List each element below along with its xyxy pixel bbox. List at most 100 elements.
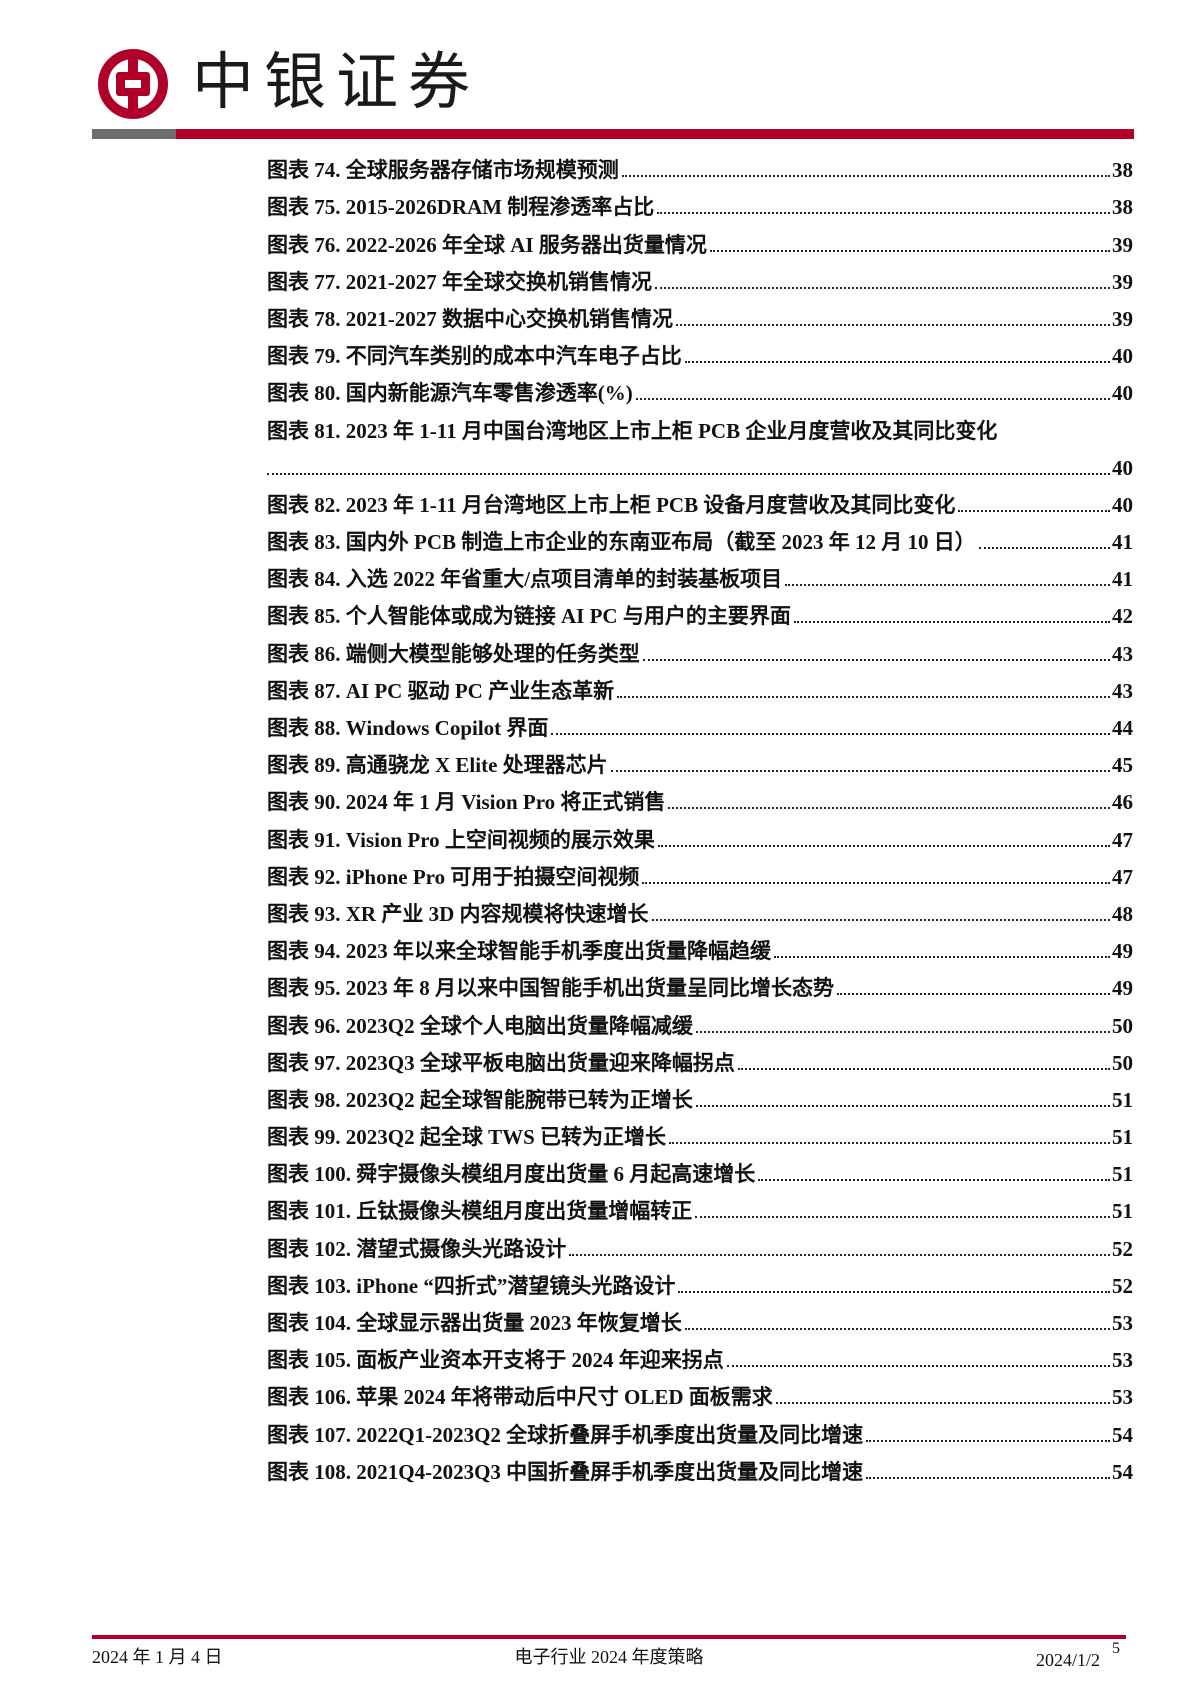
dot-leader [678,1290,1110,1293]
toc-entry[interactable]: 图表 98. 2023Q2 起全球智能腕带已转为正增长 51 [267,1076,1133,1113]
toc-entry[interactable]: 图表 95. 2023 年 8 月以来中国智能手机出货量呈同比增长态势 49 [267,964,1133,1001]
toc-entry-page: 54 [1112,1459,1133,1484]
toc-entry[interactable]: 图表 99. 2023Q2 起全球 TWS 已转为正增长 51 [267,1113,1133,1150]
toc-entry-page: 49 [1112,976,1133,1001]
toc-entry-label: 图表 80. 国内新能源汽车零售渗透率(%) [267,381,633,406]
toc-entry-label: 图表 101. 丘钛摄像头模组月度出货量增幅转正 [267,1199,693,1224]
toc-entry[interactable]: 图表 96. 2023Q2 全球个人电脑出货量降幅减缓 50 [267,1001,1133,1038]
toc-entry-page: 40 [1112,344,1133,369]
dot-leader [726,1365,1110,1368]
dot-leader [695,1216,1110,1219]
toc-entry-continuation[interactable]: 40 [267,444,1133,481]
footer-report-title: 电子行业 2024 年度策略 [514,1647,704,1667]
dot-leader [642,881,1110,884]
toc-entry-label: 图表 104. 全球显示器出货量 2023 年恢复增长 [267,1311,682,1335]
toc-entry-page: 41 [1112,530,1133,555]
brand-name: 中银证券 [192,45,481,118]
dot-leader [635,398,1110,401]
toc-entry[interactable]: 图表 94. 2023 年以来全球智能手机季度出货量降幅趋缓 49 [267,927,1133,964]
toc-entry-label: 图表 81. 2023 年 1-11 月中国台湾地区上市上柜 PCB 企业月度营… [267,418,998,443]
toc-entry[interactable]: 图表 91. Vision Pro 上空间视频的展示效果 47 [267,815,1133,852]
dot-leader [684,1328,1110,1330]
toc-entry[interactable]: 图表 92. iPhone Pro 可用于拍摄空间视频 47 [267,853,1133,890]
footer-print-date: 2024/1/2 [1036,1650,1101,1670]
toc-entry[interactable]: 图表 102. 潜望式摄像头光路设计 52 [267,1224,1133,1261]
toc-entry[interactable]: 图表 101. 丘钛摄像头模组月度出货量增幅转正 51 [267,1187,1133,1224]
header-divider-red [176,129,1134,139]
toc-entry[interactable]: 图表 81. 2023 年 1-11 月中国台湾地区上市上柜 PCB 企业月度营… [267,406,1133,443]
dot-leader [978,547,1110,550]
toc-entry[interactable]: 图表 83. 国内外 PCB 制造上市企业的东南亚布局（截至 2023 年 12… [267,518,1133,555]
toc-entry[interactable]: 图表 82. 2023 年 1-11 月台湾地区上市上柜 PCB 设备月度营收及… [267,481,1133,518]
toc-entry[interactable]: 图表 87. AI PC 驱动 PC 产业生态革新 43 [267,667,1133,704]
toc-entry-label: 图表 74. 全球服务器存储市场规模预测 [267,158,619,183]
toc-entry-page: 50 [1112,1013,1133,1038]
toc-entry-label: 图表 95. 2023 年 8 月以来中国智能手机出货量呈同比增长态势 [267,976,834,1001]
toc-entry[interactable]: 图表 100. 舜宇摄像头模组月度出货量 6 月起高速增长 51 [267,1150,1133,1187]
toc-entry[interactable]: 图表 80. 国内新能源汽车零售渗透率(%) 40 [267,369,1133,406]
toc-entry-label: 图表 103. iPhone “四折式”潜望镜头光路设计 [267,1273,676,1298]
toc-entry-label: 图表 94. 2023 年以来全球智能手机季度出货量降幅趋缓 [267,939,771,964]
toc-entry[interactable]: 图表 89. 高通骁龙 X Elite 处理器芯片 45 [267,741,1133,778]
toc-entry[interactable]: 图表 84. 入选 2022 年省重大/点项目清单的封装基板项目 41 [267,555,1133,592]
toc-entry-label: 图表 100. 舜宇摄像头模组月度出货量 6 月起高速增长 [267,1162,756,1187]
dot-leader [793,621,1110,624]
toc-entry[interactable]: 图表 88. Windows Copilot 界面 44 [267,704,1133,741]
toc-entry[interactable]: 图表 77. 2021-2027 年全球交换机销售情况 39 [267,258,1133,295]
dot-leader [737,1067,1110,1070]
toc-entry[interactable]: 图表 74. 全球服务器存储市场规模预测 38 [267,146,1133,183]
toc-entry-label: 图表 98. 2023Q2 起全球智能腕带已转为正增长 [267,1087,693,1112]
dot-leader [866,1439,1110,1442]
toc-entry[interactable]: 图表 90. 2024 年 1 月 Vision Pro 将正式销售 46 [267,778,1133,815]
toc-entry-label: 图表 90. 2024 年 1 月 Vision Pro 将正式销售 [267,790,666,815]
toc-entry-label: 图表 108. 2021Q4-2023Q3 中国折叠屏手机季度出货量及同比增速 [267,1459,864,1484]
page-number: 5 [1112,1640,1120,1657]
toc-entry[interactable]: 图表 75. 2015-2026DRAM 制程渗透率占比 38 [267,183,1133,220]
toc-entry-label: 图表 82. 2023 年 1-11 月台湾地区上市上柜 PCB 设备月度营收及… [267,492,956,517]
dot-leader [569,1253,1110,1256]
toc-entry-label: 图表 102. 潜望式摄像头光路设计 [267,1236,567,1261]
toc-entry[interactable]: 图表 86. 端侧大模型能够处理的任务类型 43 [267,629,1133,666]
toc-entry-label: 图表 107. 2022Q1-2023Q2 全球折叠屏手机季度出货量及同比增速 [267,1422,864,1447]
toc-entry-page: 48 [1112,901,1133,926]
toc-entry-label: 图表 85. 个人智能体或成为链接 AI PC 与用户的主要界面 [267,604,791,629]
table-of-figures: 图表 74. 全球服务器存储市场规模预测 38 图表 75. 2015-2026DR… [267,146,1133,1485]
dot-leader [785,584,1110,587]
toc-entry-label: 图表 97. 2023Q3 全球平板电脑出货量迎来降幅拐点 [267,1050,735,1075]
toc-entry-label: 图表 92. iPhone Pro 可用于拍摄空间视频 [267,864,640,889]
toc-entry-page: 47 [1112,827,1133,852]
toc-entry[interactable]: 图表 79. 不同汽车类别的成本中汽车电子占比 40 [267,332,1133,369]
toc-entry[interactable]: 图表 103. iPhone “四折式”潜望镜头光路设计 52 [267,1262,1133,1299]
toc-entry[interactable]: 图表 105. 面板产业资本开支将于 2024 年迎来拐点 53 [267,1336,1133,1373]
dot-leader [642,658,1110,661]
toc-entry[interactable]: 图表 108. 2021Q4-2023Q3 中国折叠屏手机季度出货量及同比增速 5… [267,1448,1133,1485]
toc-entry-label: 图表 96. 2023Q2 全球个人电脑出货量降幅减缓 [267,1013,693,1038]
toc-entry[interactable]: 图表 107. 2022Q1-2023Q2 全球折叠屏手机季度出货量及同比增速 5… [267,1410,1133,1447]
toc-entry-page: 43 [1112,641,1133,666]
toc-entry-page: 39 [1112,232,1133,257]
toc-entry-page: 51 [1112,1125,1133,1150]
dot-leader [775,1402,1110,1405]
toc-entry[interactable]: 图表 104. 全球显示器出货量 2023 年恢复增长 53 [267,1299,1133,1336]
toc-entry-page: 53 [1112,1311,1133,1335]
toc-entry-page: 54 [1112,1422,1133,1447]
dot-leader [657,844,1110,847]
toc-entry-label: 图表 99. 2023Q2 起全球 TWS 已转为正增长 [267,1125,667,1150]
header-divider-grey [92,129,176,139]
dot-leader [866,1476,1110,1479]
toc-entry[interactable]: 图表 85. 个人智能体或成为链接 AI PC 与用户的主要界面 42 [267,592,1133,629]
toc-entry-page: 45 [1112,753,1133,778]
toc-entry-label: 图表 93. XR 产业 3D 内容规模将快速增长 [267,901,649,926]
toc-entry-page: 47 [1112,864,1133,889]
toc-entry-label: 图表 78. 2021-2027 数据中心交换机销售情况 [267,306,673,331]
toc-entry-page: 52 [1112,1236,1133,1261]
toc-entry[interactable]: 图表 78. 2021-2027 数据中心交换机销售情况 39 [267,295,1133,332]
toc-entry[interactable]: 图表 106. 苹果 2024 年将带动后中尺寸 OLED 面板需求 53 [267,1373,1133,1410]
toc-entry[interactable]: 图表 93. XR 产业 3D 内容规模将快速增长 48 [267,890,1133,927]
toc-entry-page: 40 [1112,381,1133,406]
toc-entry[interactable]: 图表 97. 2023Q3 全球平板电脑出货量迎来降幅拐点 50 [267,1039,1133,1076]
toc-entry-page: 50 [1112,1050,1133,1075]
bank-of-china-logo-icon [98,49,168,119]
toc-entry[interactable]: 图表 76. 2022-2026 年全球 AI 服务器出货量情况 39 [267,220,1133,257]
toc-entry-label: 图表 86. 端侧大模型能够处理的任务类型 [267,641,640,666]
